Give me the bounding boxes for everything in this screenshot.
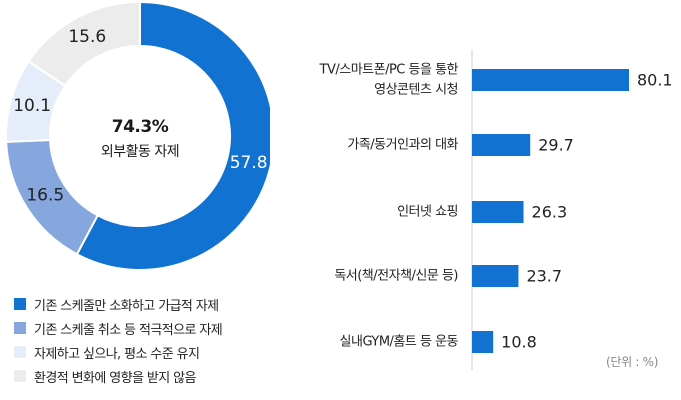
donut-center-label: 외부활동 자제 (100, 144, 180, 160)
bar (472, 265, 519, 287)
legend-swatch (14, 298, 26, 310)
legend-item: 기존 스케줄 취소 등 적극적으로 자제 (14, 316, 223, 340)
legend-item: 환경적 변화에 영향을 받지 않음 (14, 364, 222, 388)
bar (472, 134, 531, 156)
slice-value-label: 57.8 (230, 153, 268, 173)
donut-slice (27, 0, 141, 88)
legend-label: 기존 스케줄만 소화하고 가급적 자제 (34, 298, 219, 314)
legend-swatch (14, 346, 26, 358)
donut-slice (75, 0, 270, 271)
bar-value-label: 80.1 (637, 71, 673, 90)
legend: 기존 스케줄만 소화하고 가급적 자제 기존 스케줄 취소 등 적극적으로 자제… (14, 292, 223, 388)
bar-value-label: 10.8 (501, 333, 537, 352)
bar-category-label: 독서(책/전자책/신문 등) (334, 269, 458, 284)
legend-label: 기존 스케줄 취소 등 적극적으로 자제 (34, 322, 223, 338)
legend-swatch (14, 370, 26, 382)
bar-value-label: 26.3 (532, 203, 568, 222)
bar-category-label: 가족/동거인과의 대화 (347, 138, 458, 153)
unit-label: (단위 : %) (606, 355, 659, 369)
bar-value-label: 29.7 (538, 136, 574, 155)
bar (472, 69, 629, 91)
bar-category-label: TV/스마트폰/PC 등을 통한 (319, 63, 459, 78)
slice-value-label: 16.5 (26, 186, 64, 206)
bar-category-label: 실내GYM/홈트 등 운동 (340, 335, 459, 350)
bar (472, 331, 494, 353)
legend-label: 자제하고 싶으나, 평소 수준 유지 (34, 346, 200, 362)
legend-item: 기존 스케줄만 소화하고 가급적 자제 (14, 292, 222, 316)
slice-value-label: 10.1 (13, 96, 51, 116)
bar (472, 201, 524, 223)
slice-value-label: 15.6 (68, 27, 106, 47)
bar-category-label: 영상콘텐츠 시청 (374, 83, 458, 98)
donut-center-value: 74.3% (111, 117, 169, 137)
bar-value-label: 23.7 (526, 267, 562, 286)
bar-category-label: 인터넷 쇼핑 (397, 205, 458, 220)
legend-swatch (14, 322, 26, 334)
donut-chart: 57.8 16.5 10.1 15.6 (5, 0, 270, 271)
legend-item: 자제하고 싶으나, 평소 수준 유지 (14, 340, 222, 364)
legend-label: 환경적 변화에 영향을 받지 않음 (34, 370, 196, 386)
